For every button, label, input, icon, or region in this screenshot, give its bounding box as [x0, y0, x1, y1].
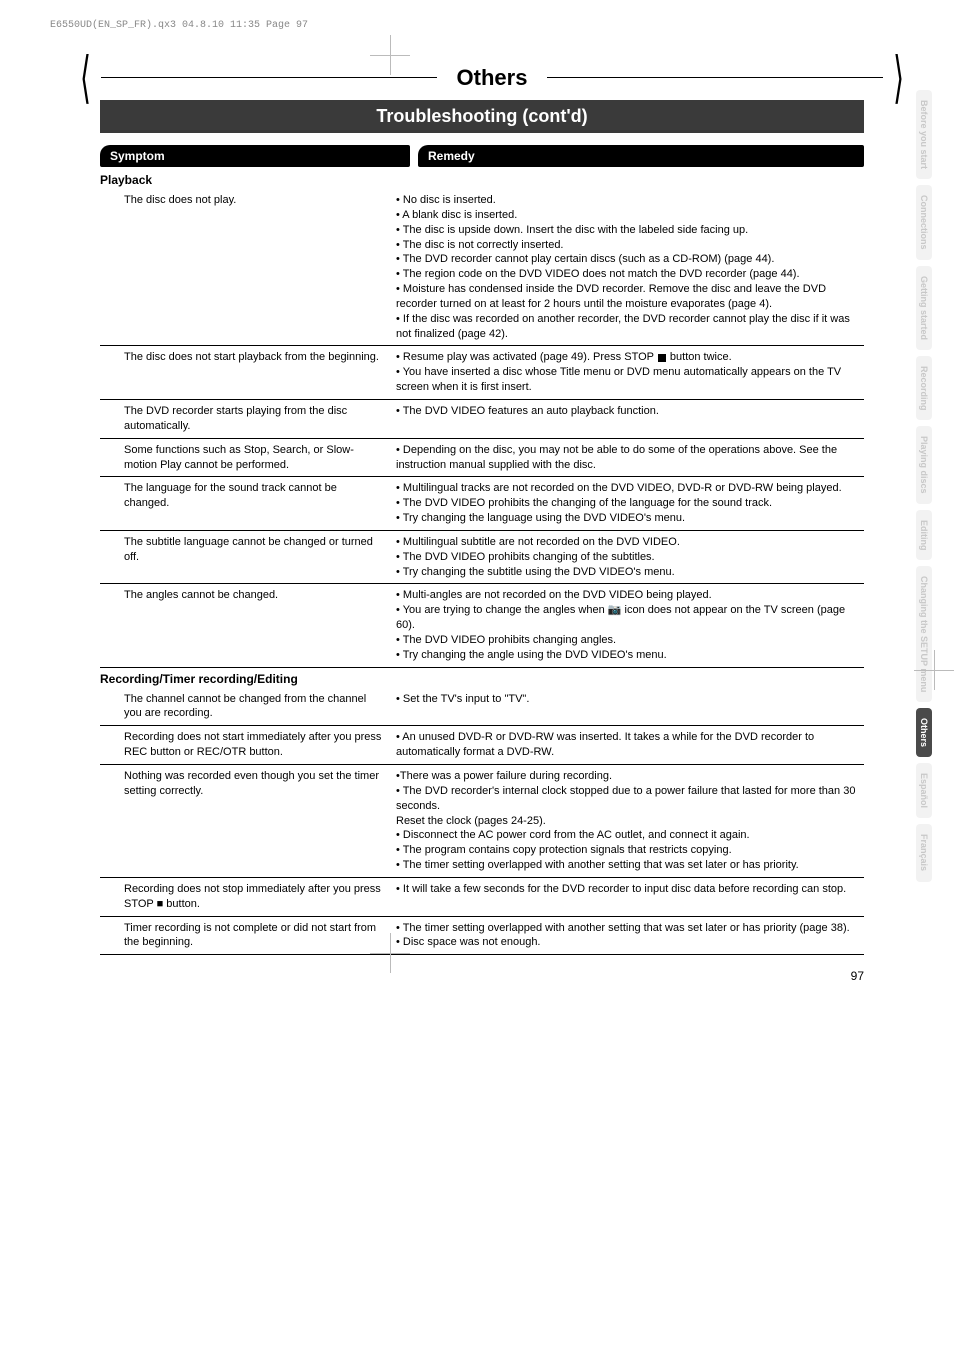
- remedy-cell: • The timer setting overlapped with anot…: [390, 916, 864, 955]
- bracket-right-icon: ⟩: [893, 45, 904, 111]
- subtitle-bar: Troubleshooting (cont'd): [100, 100, 864, 133]
- table-row: Recording does not start immediately aft…: [100, 726, 864, 765]
- section-recording-title: Recording/Timer recording/Editing: [100, 668, 864, 688]
- side-tab[interactable]: Changing the SETUP menu: [916, 566, 932, 702]
- remedy-cell: • Multilingual tracks are not recorded o…: [390, 477, 864, 531]
- side-tab[interactable]: Before you start: [916, 90, 932, 179]
- side-tabs: Before you start Connections Getting start…: [916, 90, 932, 882]
- symptom-cell: The disc does not play.: [100, 189, 390, 346]
- remedy-cell: • Set the TV's input to "TV".: [390, 688, 864, 726]
- table-row: The angles cannot be changed.• Multi-ang…: [100, 584, 864, 667]
- title-line-right: [547, 77, 883, 78]
- table-row: Some functions such as Stop, Search, or …: [100, 438, 864, 477]
- symptom-cell: Nothing was recorded even though you set…: [100, 765, 390, 878]
- page-title: Others: [437, 65, 548, 91]
- side-tab[interactable]: Playing discs: [916, 426, 932, 504]
- symptom-cell: Recording does not stop immediately afte…: [100, 877, 390, 916]
- remedy-cell: • An unused DVD-R or DVD-RW was inserted…: [390, 726, 864, 765]
- page-number: 97: [0, 969, 864, 983]
- remedy-cell: •There was a power failure during record…: [390, 765, 864, 878]
- content-area: Symptom Remedy Playback The disc does no…: [100, 145, 864, 955]
- title-line-left: [101, 77, 437, 78]
- symptom-cell: Some functions such as Stop, Search, or …: [100, 438, 390, 477]
- remedy-cell: • Multilingual subtitle are not recorded…: [390, 530, 864, 584]
- symptom-cell: The language for the sound track cannot …: [100, 477, 390, 531]
- symptom-cell: The disc does not start playback from th…: [100, 346, 390, 400]
- title-row: ⟨ Others ⟩: [80, 61, 904, 94]
- remedy-cell: • Resume play was activated (page 49). P…: [390, 346, 864, 400]
- table-row: The subtitle language cannot be changed …: [100, 530, 864, 584]
- symptom-cell: The subtitle language cannot be changed …: [100, 530, 390, 584]
- recording-table: The channel cannot be changed from the c…: [100, 688, 864, 956]
- symptom-cell: The DVD recorder starts playing from the…: [100, 399, 390, 438]
- table-row: Timer recording is not complete or did n…: [100, 916, 864, 955]
- side-tab[interactable]: Others: [916, 708, 932, 757]
- remedy-cell: • It will take a few seconds for the DVD…: [390, 877, 864, 916]
- side-tab[interactable]: Español: [916, 763, 932, 818]
- side-tab[interactable]: Français: [916, 824, 932, 881]
- remedy-cell: • Multi-angles are not recorded on the D…: [390, 584, 864, 667]
- remedy-cell: • Depending on the disc, you may not be …: [390, 438, 864, 477]
- symptom-cell: The channel cannot be changed from the c…: [100, 688, 390, 726]
- side-tab[interactable]: Getting started: [916, 266, 932, 350]
- side-tab[interactable]: Editing: [916, 510, 932, 561]
- bracket-left-icon: ⟨: [80, 45, 91, 111]
- symptom-cell: Timer recording is not complete or did n…: [100, 916, 390, 955]
- table-header-row: Symptom Remedy: [100, 145, 864, 167]
- table-row: The language for the sound track cannot …: [100, 477, 864, 531]
- col-header-remedy: Remedy: [418, 145, 864, 167]
- symptom-cell: Recording does not start immediately aft…: [100, 726, 390, 765]
- table-row: The DVD recorder starts playing from the…: [100, 399, 864, 438]
- side-tab[interactable]: Connections: [916, 185, 932, 260]
- col-header-symptom: Symptom: [100, 145, 410, 167]
- print-header: E6550UD(EN_SP_FR).qx3 04.8.10 11:35 Page…: [0, 0, 954, 41]
- side-tab[interactable]: Recording: [916, 356, 932, 421]
- table-row: Recording does not stop immediately afte…: [100, 877, 864, 916]
- table-row: The disc does not start playback from th…: [100, 346, 864, 400]
- playback-table: The disc does not play.• No disc is inse…: [100, 189, 864, 668]
- table-row: The disc does not play.• No disc is inse…: [100, 189, 864, 346]
- symptom-cell: The angles cannot be changed.: [100, 584, 390, 667]
- table-row: Nothing was recorded even though you set…: [100, 765, 864, 878]
- remedy-cell: • No disc is inserted.• A blank disc is …: [390, 189, 864, 346]
- stop-icon: [658, 354, 666, 362]
- table-row: The channel cannot be changed from the c…: [100, 688, 864, 726]
- remedy-cell: • The DVD VIDEO features an auto playbac…: [390, 399, 864, 438]
- section-playback-title: Playback: [100, 169, 864, 189]
